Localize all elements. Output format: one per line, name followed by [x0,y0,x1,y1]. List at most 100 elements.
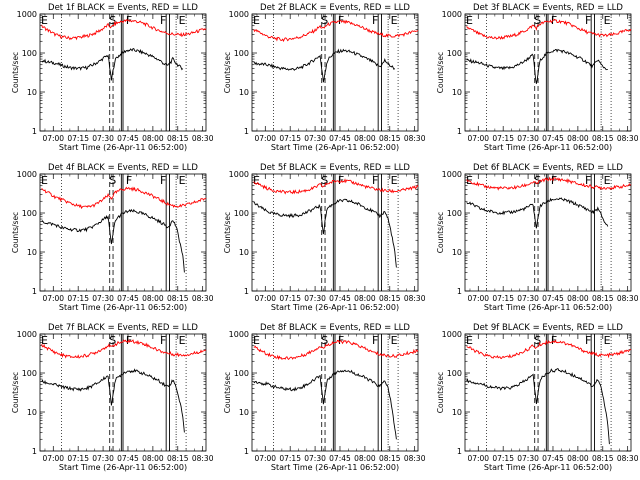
x-tick-label: 07:15 [279,454,301,463]
marker-label: E [466,174,473,187]
panel-det-8f: Det 8f BLACK = Events, RED = LLD 1 10 100 10… [223,323,426,472]
panel-title: Det 2f BLACK = Events, RED = LLD [260,3,410,13]
panel-title: Det 4f BLACK = Events, RED = LLD [48,163,198,173]
marker-label: S [109,14,116,27]
marker-label: E [391,334,398,347]
x-tick-label: 08:00 [567,294,589,303]
panel-title: Det 9f BLACK = Events, RED = LLD [473,323,623,333]
y-tick-label: 1000 [442,330,462,339]
x-tick-label: 07:30 [517,454,539,463]
marker-label: E [253,14,260,27]
marker-label: F [585,334,591,347]
x-tick-label: 07:00 [254,454,276,463]
y-tick-label: 10 [27,248,37,257]
panel-det-7f: Det 7f BLACK = Events, RED = LLD 1 10 100 10… [11,323,214,472]
marker-label: E [391,14,398,27]
x-tick-label: 07:15 [279,134,301,143]
x-tick-label: 08:30 [617,294,639,303]
x-tick-label: 07:15 [67,294,89,303]
y-tick-label: 1000 [17,330,37,339]
series-events-line [253,48,396,83]
x-tick-label: 08:15 [167,134,189,143]
panel-title: Det 7f BLACK = Events, RED = LLD [48,323,198,333]
x-axis-label: Start Time (26-Apr-11 06:52:00) [271,143,399,152]
x-tick-label: 08:00 [567,134,589,143]
marker-label: F [338,174,344,187]
x-tick-label: 08:00 [567,454,589,463]
x-axis-label: Start Time (26-Apr-11 06:52:00) [271,463,399,472]
marker-label: S [109,174,116,187]
y-tick-label: 10 [27,408,37,417]
series-events-line [466,48,608,84]
series-lld-line [41,18,207,41]
x-axis-label: Start Time (26-Apr-11 06:52:00) [59,463,187,472]
x-tick-label: 07:00 [254,134,276,143]
series-lld-line [466,176,632,191]
x-tick-label: 08:15 [592,134,614,143]
marker-label: F [160,14,166,27]
panel-det-6f: Det 6f BLACK = Events, RED = LLD 1 10 100 10… [436,163,639,312]
marker-label: E [604,14,611,27]
x-axis-label: Start Time (26-Apr-11 06:52:00) [484,463,612,472]
y-tick-label: 100 [234,369,249,378]
x-tick-label: 08:00 [142,134,164,143]
marker-label: S [321,334,328,347]
series-lld-line [41,186,207,210]
x-tick-label: 07:00 [467,134,489,143]
marker-label: S [534,14,541,27]
marker-label: E [466,334,473,347]
series-events-line [253,369,397,440]
panel-title: Det 3f BLACK = Events, RED = LLD [473,3,623,13]
x-tick-label: 08:30 [192,134,214,143]
x-tick-label: 08:15 [379,454,401,463]
x-tick-label: 07:45 [329,294,351,303]
x-tick-label: 08:15 [592,454,614,463]
x-tick-label: 08:30 [617,454,639,463]
y-tick-label: 10 [27,88,37,97]
x-tick-label: 08:30 [192,454,214,463]
x-tick-label: 08:15 [592,294,614,303]
y-tick-label: 1 [457,127,462,136]
series-events-line [466,197,609,229]
marker-label: E [41,174,48,187]
x-tick-label: 08:30 [404,134,426,143]
x-tick-label: 07:00 [254,294,276,303]
x-axis-label: Start Time (26-Apr-11 06:52:00) [484,303,612,312]
y-axis-label: Counts/sec [11,52,20,93]
marker-label: E [41,334,48,347]
x-tick-label: 07:30 [517,134,539,143]
y-tick-label: 100 [234,209,249,218]
x-tick-label: 08:00 [142,294,164,303]
x-axis-label: Start Time (26-Apr-11 06:52:00) [271,303,399,312]
x-tick-label: 08:30 [404,454,426,463]
x-tick-label: 08:00 [354,454,376,463]
y-tick-label: 100 [447,49,462,58]
x-tick-label: 07:45 [117,454,139,463]
x-tick-label: 07:15 [492,454,514,463]
y-tick-label: 1 [32,127,37,136]
series-lld-line [41,339,207,359]
x-tick-label: 07:30 [304,294,326,303]
y-tick-label: 10 [452,408,462,417]
series-lld-line [466,339,632,360]
series-lld-line [253,339,419,361]
x-tick-label: 07:15 [492,134,514,143]
x-tick-label: 07:30 [304,134,326,143]
x-tick-label: 07:15 [67,454,89,463]
y-tick-label: 1000 [442,170,462,179]
series-events-line [41,368,185,433]
series-events-line [41,48,184,81]
x-tick-label: 07:15 [67,134,89,143]
marker-label: F [160,334,166,347]
x-tick-label: 07:15 [279,294,301,303]
x-axis-label: Start Time (26-Apr-11 06:52:00) [59,303,187,312]
marker-label: S [534,334,541,347]
x-tick-label: 07:00 [42,134,64,143]
y-tick-label: 1 [244,127,249,136]
marker-label: E [604,334,611,347]
marker-label: E [179,174,186,187]
panel-det-1f: Det 1f BLACK = Events, RED = LLD 1 10 100 10… [11,3,214,152]
series-lld-line [466,18,632,40]
y-tick-label: 100 [22,209,37,218]
